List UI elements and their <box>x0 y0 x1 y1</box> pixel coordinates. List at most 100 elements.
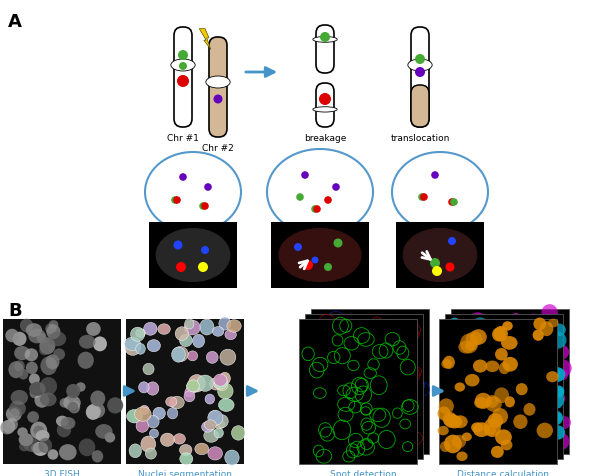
Ellipse shape <box>86 405 100 420</box>
Ellipse shape <box>463 346 475 357</box>
Ellipse shape <box>34 426 44 436</box>
Ellipse shape <box>92 450 103 463</box>
Ellipse shape <box>531 339 547 353</box>
Ellipse shape <box>532 350 545 364</box>
Ellipse shape <box>23 438 40 452</box>
Circle shape <box>177 76 189 88</box>
Ellipse shape <box>499 351 514 366</box>
Ellipse shape <box>29 374 40 385</box>
Bar <box>305 314 423 458</box>
Circle shape <box>179 174 187 181</box>
Ellipse shape <box>465 341 476 351</box>
Ellipse shape <box>484 418 501 437</box>
Ellipse shape <box>493 441 506 454</box>
Ellipse shape <box>449 318 460 329</box>
Ellipse shape <box>517 396 532 413</box>
Ellipse shape <box>220 349 236 366</box>
Ellipse shape <box>160 433 175 446</box>
Ellipse shape <box>206 77 230 89</box>
Ellipse shape <box>5 329 19 343</box>
Ellipse shape <box>499 328 511 339</box>
Ellipse shape <box>517 325 532 340</box>
Ellipse shape <box>2 420 15 433</box>
Ellipse shape <box>443 414 460 427</box>
Ellipse shape <box>141 436 155 452</box>
Ellipse shape <box>200 319 214 335</box>
Ellipse shape <box>19 442 29 451</box>
Ellipse shape <box>484 358 495 369</box>
Ellipse shape <box>538 390 551 404</box>
Ellipse shape <box>7 418 18 431</box>
Ellipse shape <box>185 388 194 397</box>
Ellipse shape <box>494 352 511 368</box>
FancyBboxPatch shape <box>209 38 227 138</box>
Ellipse shape <box>469 440 485 454</box>
Ellipse shape <box>187 380 199 392</box>
Ellipse shape <box>547 391 565 406</box>
Ellipse shape <box>179 334 193 347</box>
Ellipse shape <box>479 430 490 440</box>
Ellipse shape <box>66 384 80 398</box>
Ellipse shape <box>502 413 517 427</box>
Circle shape <box>324 263 332 271</box>
Text: Nuclei segmentation: Nuclei segmentation <box>138 469 232 476</box>
Ellipse shape <box>485 361 499 372</box>
Ellipse shape <box>473 422 490 437</box>
Text: A: A <box>8 13 22 31</box>
Ellipse shape <box>487 424 497 436</box>
Ellipse shape <box>208 447 223 460</box>
Ellipse shape <box>547 392 564 409</box>
Ellipse shape <box>143 364 154 375</box>
Ellipse shape <box>548 332 566 349</box>
Ellipse shape <box>492 385 508 398</box>
Ellipse shape <box>484 425 496 436</box>
Ellipse shape <box>469 374 484 387</box>
Ellipse shape <box>511 426 524 440</box>
Ellipse shape <box>474 397 488 408</box>
Ellipse shape <box>491 446 504 458</box>
Bar <box>451 309 569 454</box>
Ellipse shape <box>175 327 188 341</box>
Ellipse shape <box>469 313 487 328</box>
Circle shape <box>320 33 330 43</box>
Ellipse shape <box>551 386 565 396</box>
Ellipse shape <box>39 346 50 356</box>
FancyBboxPatch shape <box>411 28 429 128</box>
Ellipse shape <box>225 330 236 340</box>
Ellipse shape <box>518 325 532 339</box>
Ellipse shape <box>26 362 38 374</box>
Ellipse shape <box>478 402 491 415</box>
Ellipse shape <box>131 327 145 342</box>
Circle shape <box>431 172 439 179</box>
Ellipse shape <box>232 426 245 440</box>
Text: breakage: breakage <box>304 134 346 143</box>
Ellipse shape <box>444 435 462 453</box>
Ellipse shape <box>516 383 527 396</box>
Ellipse shape <box>125 339 141 356</box>
Ellipse shape <box>504 410 517 424</box>
Bar <box>445 314 563 458</box>
Ellipse shape <box>473 360 487 373</box>
Bar <box>126 319 244 464</box>
Ellipse shape <box>145 153 241 232</box>
Ellipse shape <box>508 314 523 328</box>
Ellipse shape <box>47 449 58 460</box>
Circle shape <box>313 206 321 213</box>
Ellipse shape <box>483 411 500 430</box>
Ellipse shape <box>53 349 65 360</box>
Ellipse shape <box>437 407 451 421</box>
Ellipse shape <box>25 348 38 361</box>
Ellipse shape <box>30 422 47 439</box>
Circle shape <box>448 238 456 246</box>
Ellipse shape <box>502 357 518 372</box>
Ellipse shape <box>184 320 200 335</box>
Ellipse shape <box>531 368 544 379</box>
Circle shape <box>430 258 440 268</box>
Ellipse shape <box>495 348 508 361</box>
Ellipse shape <box>462 433 472 441</box>
Ellipse shape <box>446 416 462 428</box>
Ellipse shape <box>553 324 566 337</box>
Ellipse shape <box>95 424 113 439</box>
Ellipse shape <box>457 369 475 386</box>
Ellipse shape <box>225 450 239 465</box>
